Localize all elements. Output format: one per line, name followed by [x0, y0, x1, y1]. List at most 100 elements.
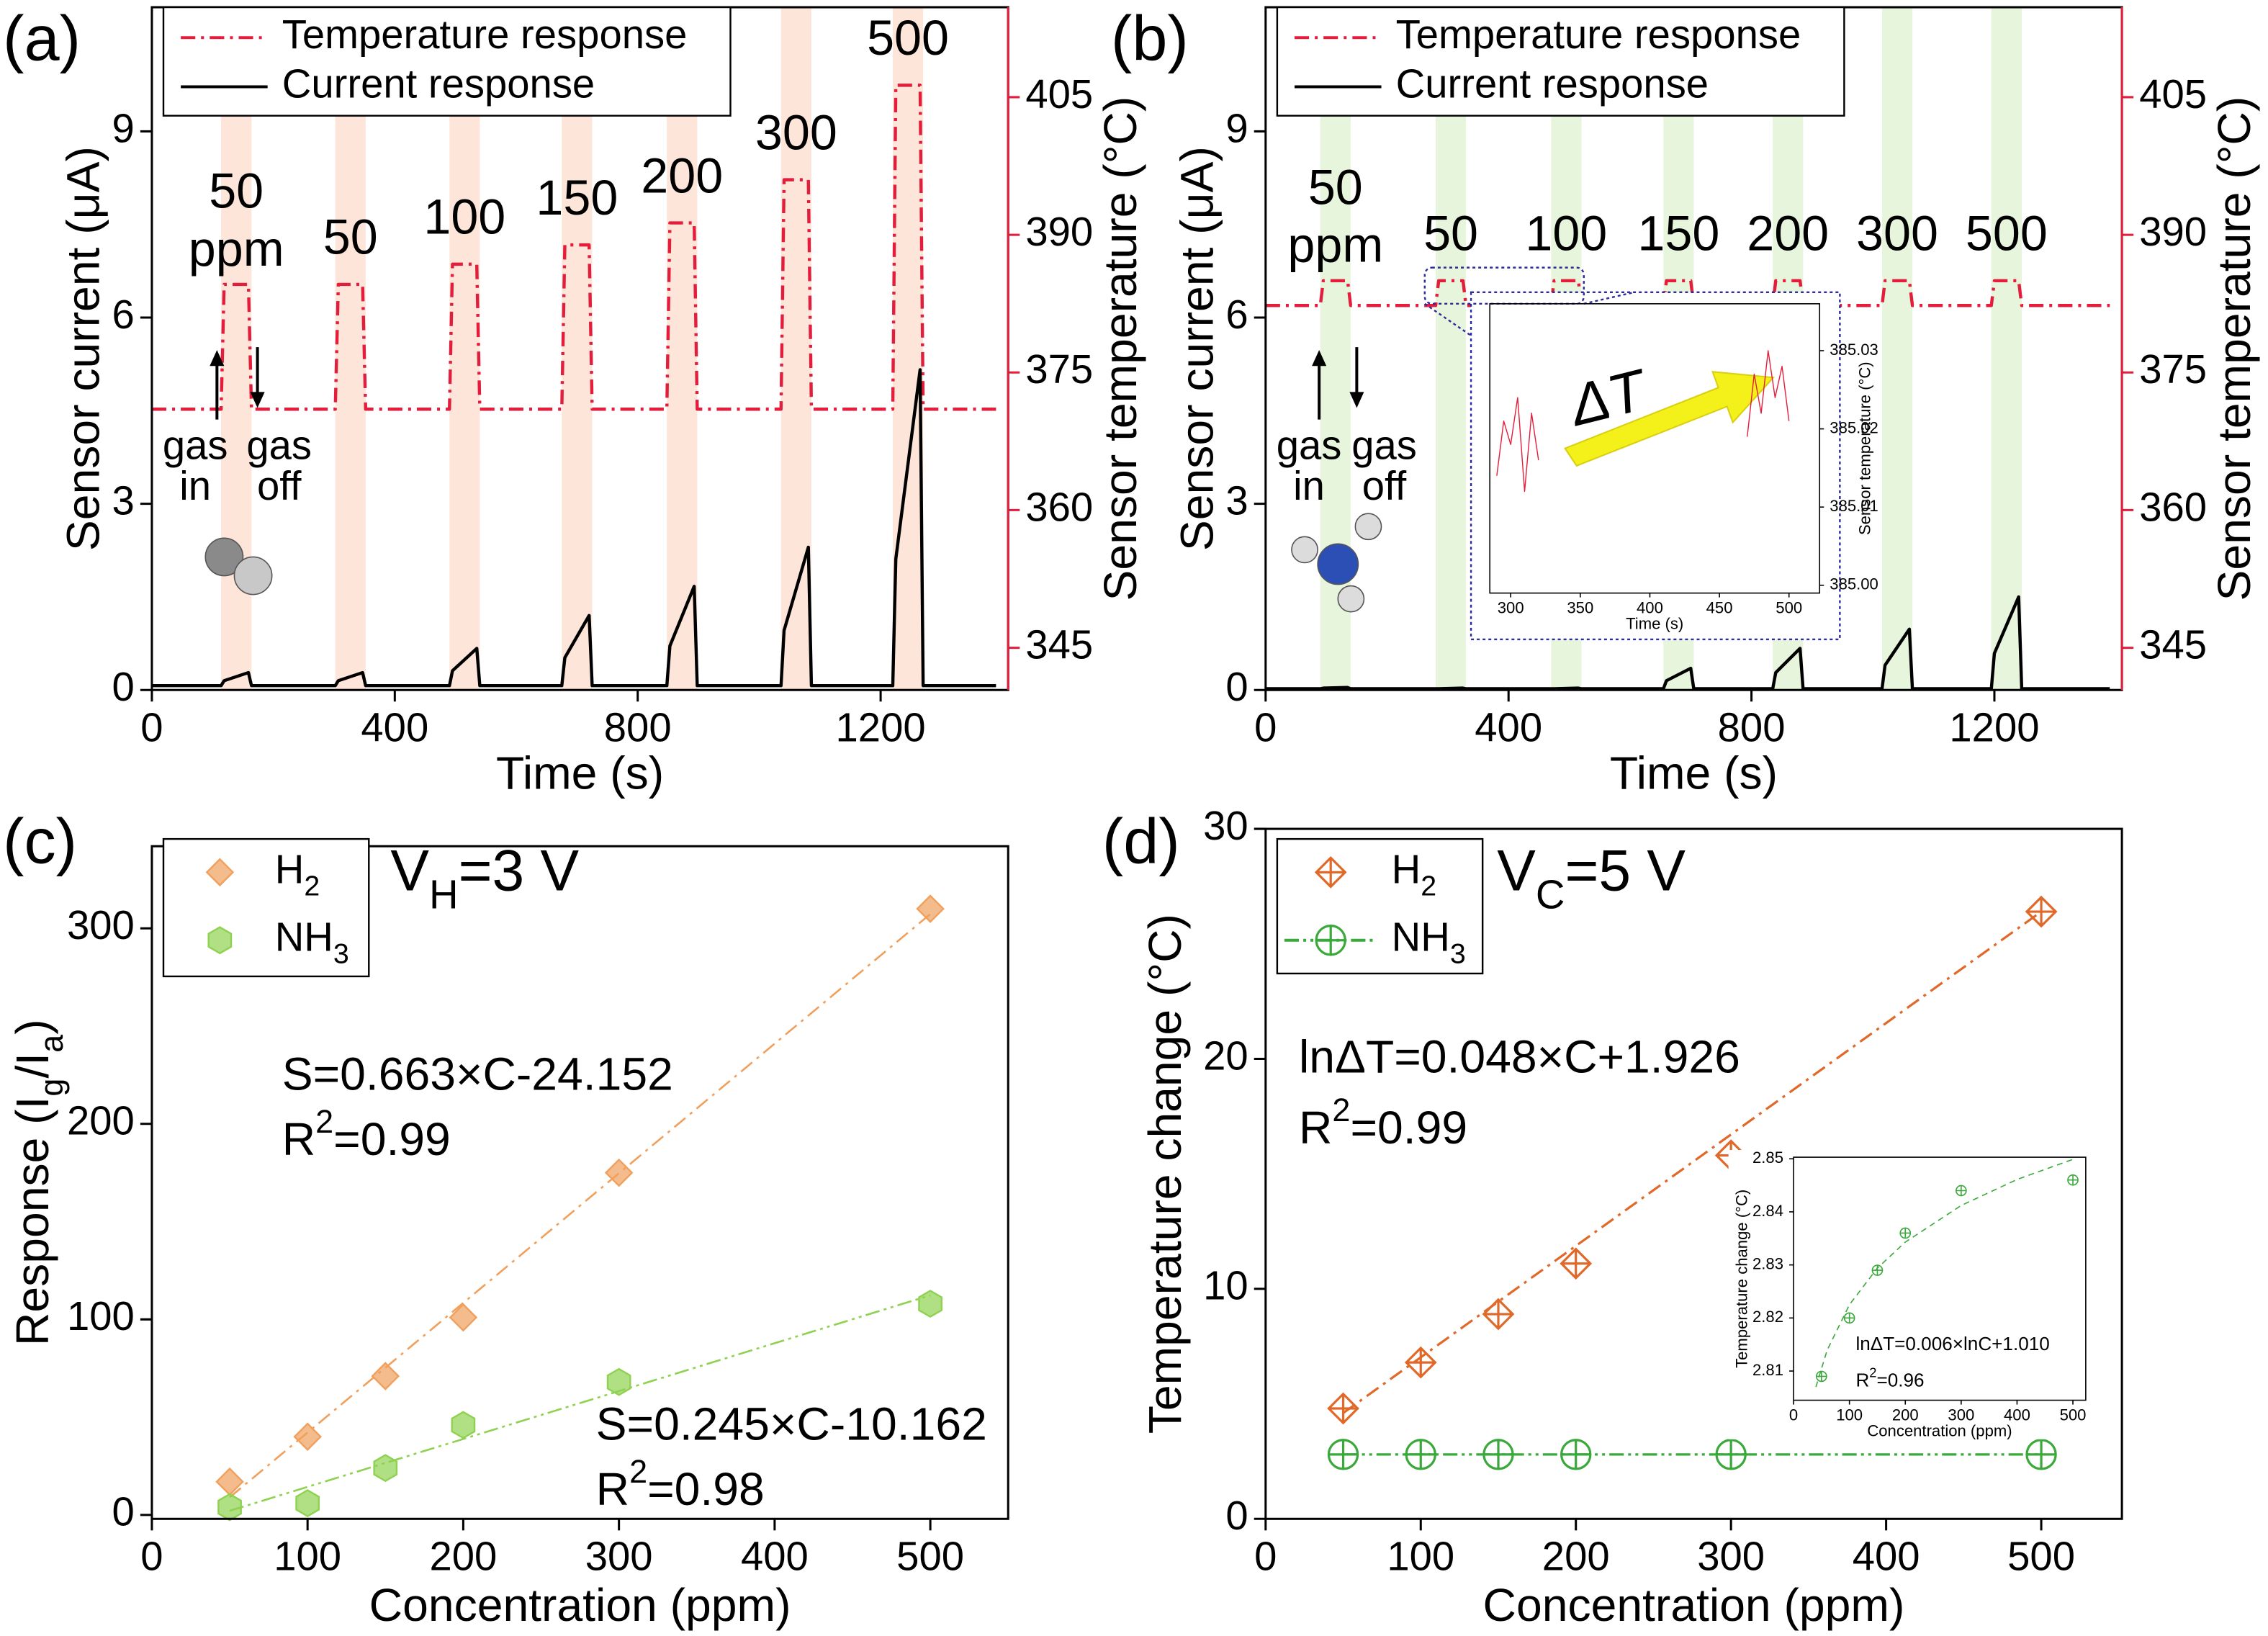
legend-label: Temperature response	[282, 12, 688, 57]
y-tick-label: 2.82	[1752, 1308, 1783, 1326]
annotation-part: R	[596, 1463, 629, 1515]
molecule-atom	[1337, 585, 1365, 613]
x-tick-label: 0	[140, 1533, 163, 1578]
y-axis-title-part: /I	[6, 1053, 58, 1079]
annotation-part: =5 V	[1565, 839, 1686, 904]
y2-tick-label: 405	[2139, 71, 2207, 117]
data-point	[1843, 1312, 1855, 1324]
x-tick-label: 400	[361, 704, 428, 750]
annotation-sup: 2	[1332, 1092, 1350, 1128]
annotation: R2=0.96	[1855, 1365, 1924, 1391]
x-tick-label: 0	[1254, 1533, 1277, 1578]
annotation-part: R	[1855, 1369, 1869, 1390]
molecule-atom	[204, 537, 244, 577]
delta-arrow	[1564, 371, 1776, 467]
concentration-label: 100	[423, 190, 505, 245]
panel-label: (c)	[3, 806, 77, 877]
concentration-unit: ppm	[189, 222, 284, 277]
data-point	[293, 1422, 322, 1452]
annotation-part: V	[1497, 839, 1536, 904]
annotation-part: =0.98	[647, 1463, 765, 1515]
x-tick-label: 350	[1567, 599, 1593, 617]
y2-tick-label: 345	[1025, 621, 1093, 667]
panel-label: (b)	[1111, 3, 1189, 74]
x-axis-title: Time (s)	[496, 747, 664, 799]
annotation: R2=0.98	[596, 1454, 765, 1516]
y-tick-label: 2.84	[1752, 1202, 1783, 1220]
molecule-atom	[233, 556, 273, 595]
zoom-connector	[1583, 291, 1635, 305]
y-axis-title: Response (Ig/Ia)	[6, 1019, 70, 1346]
legend-marker	[205, 858, 235, 887]
data-point	[1482, 1439, 1514, 1470]
zoom-connector	[1424, 302, 1472, 337]
legend-marker	[1315, 925, 1346, 956]
legend-label: Temperature response	[1396, 12, 1801, 57]
data-line	[1265, 595, 2110, 691]
x-tick-label: 400	[2004, 1406, 2030, 1424]
x-tick-label: 1200	[836, 704, 926, 750]
y2-tick-label: 390	[1025, 209, 1093, 254]
y-tick-label: 385.01	[1830, 497, 1878, 515]
y-tick-label: 3	[112, 477, 135, 523]
y-axis-title-part: )	[6, 1019, 58, 1034]
y-tick-label: 30	[1203, 803, 1248, 848]
panel-label: (a)	[3, 3, 81, 74]
x-tick-label: 300	[585, 1533, 653, 1578]
data-point	[1560, 1439, 1592, 1470]
y-tick-label: 385.02	[1830, 418, 1878, 436]
annotation-part: =0.99	[1350, 1102, 1467, 1154]
concentration-unit: ppm	[1287, 218, 1383, 273]
molecule-atom	[1317, 543, 1359, 585]
data-line	[151, 368, 996, 688]
x-tick-label: 200	[429, 1533, 497, 1578]
data-point	[1899, 1227, 1912, 1239]
x-axis-title: Concentration (ppm)	[1483, 1579, 1905, 1631]
legend-box	[162, 837, 370, 978]
x-tick-label: 0	[140, 704, 163, 750]
y-tick-label: 2.83	[1752, 1254, 1783, 1272]
plot-frame	[1489, 303, 1821, 594]
annotation-part: R	[1299, 1102, 1332, 1154]
annotation-sub: H	[429, 872, 459, 917]
annotation-sup: 2	[629, 1454, 647, 1491]
gas-label: gas	[163, 423, 228, 468]
legend-label: NH3	[1392, 914, 1466, 971]
plot-frame	[1264, 827, 2123, 1520]
concentration-label: 50	[1423, 207, 1478, 261]
arrow-head	[210, 350, 225, 367]
legend-label: H2	[275, 846, 320, 902]
y-tick-label: 9	[1225, 105, 1248, 150]
y-tick-label: 6	[1225, 292, 1248, 337]
y-tick-label: 6	[112, 292, 135, 337]
x-tick-label: 0	[1789, 1406, 1798, 1424]
data-point	[1405, 1439, 1436, 1470]
data-point	[1327, 1392, 1359, 1425]
x-tick-label: 500	[2007, 1533, 2075, 1578]
gas-label: in	[179, 463, 211, 508]
legend-label: NH3	[275, 914, 349, 971]
legend-label: Current response	[282, 60, 595, 106]
data-point	[918, 1290, 942, 1318]
gas-exposure-band	[449, 7, 480, 691]
y2-tick-label: 345	[2139, 621, 2207, 667]
annotation-part: =0.99	[333, 1113, 451, 1165]
legend-label: Current response	[1396, 60, 1709, 106]
y-tick-label: 385.03	[1830, 341, 1878, 359]
x-axis-title: Concentration (ppm)	[369, 1579, 791, 1631]
plot-frame	[1793, 1156, 2087, 1401]
annotation-part: R	[282, 1113, 315, 1165]
data-point	[1715, 1439, 1747, 1470]
x-tick-label: 800	[1718, 704, 1786, 750]
x-tick-label: 500	[1776, 599, 1802, 617]
x-axis-title: Time (s)	[1610, 747, 1778, 799]
x-tick-label: 300	[1948, 1406, 1974, 1424]
molecule-atom	[1291, 536, 1318, 564]
concentration-label: 50	[1308, 160, 1363, 215]
annotation: S=0.245×C-10.162	[596, 1398, 987, 1450]
plot-frame	[150, 845, 1009, 1520]
arrow-head	[250, 392, 265, 408]
gas-exposure-band	[1991, 7, 2022, 691]
y2-tick-label: 360	[1025, 484, 1093, 529]
